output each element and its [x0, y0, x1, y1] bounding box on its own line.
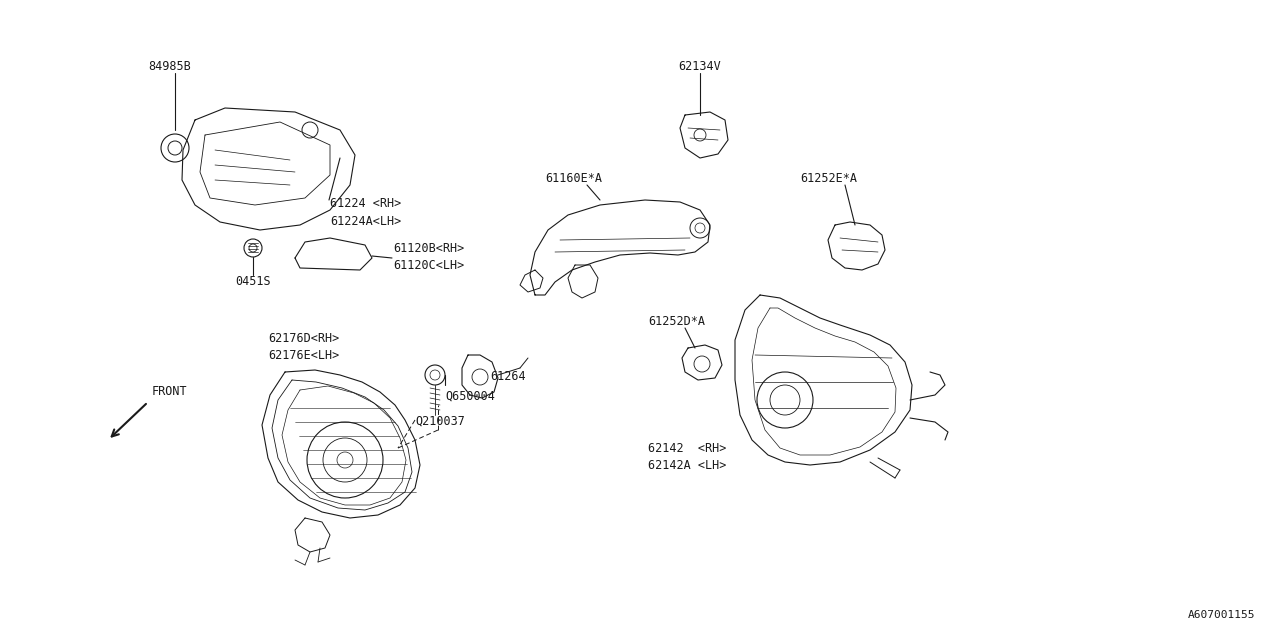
- Text: Q210037: Q210037: [415, 415, 465, 428]
- Text: 62176E<LH>: 62176E<LH>: [268, 349, 339, 362]
- Text: 84985B: 84985B: [148, 60, 191, 73]
- Text: A607001155: A607001155: [1188, 610, 1254, 620]
- Text: FRONT: FRONT: [152, 385, 188, 398]
- Text: 61252D*A: 61252D*A: [648, 315, 705, 328]
- Text: 62142A <LH>: 62142A <LH>: [648, 459, 726, 472]
- Text: 61120C<LH>: 61120C<LH>: [393, 259, 465, 272]
- Text: 61264: 61264: [490, 370, 526, 383]
- Text: 61160E*A: 61160E*A: [545, 172, 602, 185]
- Text: 62142  <RH>: 62142 <RH>: [648, 442, 726, 455]
- Text: 61224 <RH>: 61224 <RH>: [330, 197, 401, 210]
- Text: 61224A<LH>: 61224A<LH>: [330, 215, 401, 228]
- Text: 62134V: 62134V: [678, 60, 722, 73]
- Text: 0451S: 0451S: [236, 275, 271, 288]
- Text: Q650004: Q650004: [445, 390, 495, 403]
- Text: 62176D<RH>: 62176D<RH>: [268, 332, 339, 345]
- Text: 61252E*A: 61252E*A: [800, 172, 858, 185]
- Text: 61120B<RH>: 61120B<RH>: [393, 242, 465, 255]
